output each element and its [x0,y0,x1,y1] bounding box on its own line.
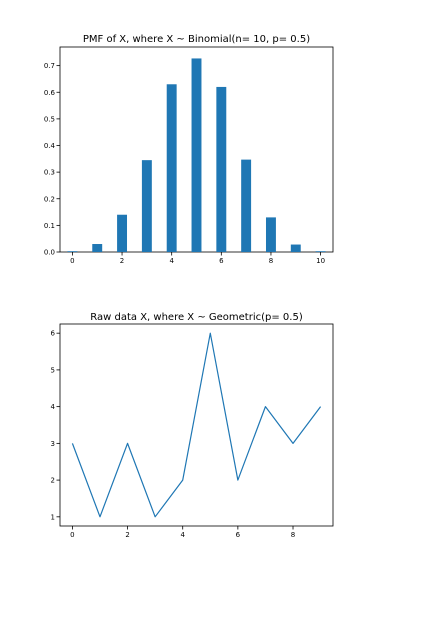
pmf-bar-2 [117,214,128,252]
geometric-chart-title: Raw data X, where X ~ Geometric(p= 0.5) [90,312,303,323]
geometric-y-tick-label: 5 [51,366,55,374]
geometric-chart-series [71,332,322,518]
pmf-bar-1 [92,244,103,252]
pmf-y-tick-label: 0.0 [44,249,55,257]
pmf-bar-0 [67,251,78,252]
pmf-chart-bars [67,58,326,253]
pmf-x-tick-label: 10 [316,257,325,265]
pmf-y-tick-label: 0.2 [44,195,55,203]
pmf-bar-9 [290,244,301,252]
pmf-y-tick-label: 0.3 [44,169,55,177]
pmf-bar-7 [241,159,252,252]
geometric-y-tick-label: 4 [51,403,56,411]
pmf-chart: PMF of X, where X ~ Binomial(n= 10, p= 0… [44,34,334,265]
geometric-y-tick-label: 6 [51,330,56,338]
pmf-bar-5 [191,58,202,252]
pmf-y-tick-label: 0.6 [44,89,56,97]
geometric-x-tick-label: 8 [291,531,295,539]
geometric-chart-axes-frame [59,323,334,527]
geometric-y-tick-label: 3 [51,440,55,448]
pmf-x-tick-label: 4 [169,257,174,265]
pmf-x-tick-label: 2 [120,257,124,265]
geometric-chart-ticks: 0 2 4 6 8 1 2 3 4 5 6 [51,330,296,539]
geometric-y-tick-label: 1 [51,513,55,521]
pmf-y-tick-label: 0.4 [44,142,56,150]
geometric-x-tick-label: 2 [125,531,129,539]
pmf-bar-10 [315,251,326,252]
pmf-y-tick-label: 0.7 [44,62,55,70]
pmf-x-tick-label: 6 [219,257,224,265]
pmf-bar-4 [166,84,177,252]
pmf-y-tick-label: 0.1 [44,222,55,230]
pmf-bar-3 [141,160,152,252]
pmf-chart-ticks: 0 2 4 6 8 10 0.0 0.1 0.2 0.3 0.4 0.5 0.6 0.7 [44,62,325,265]
geometric-x-tick-label: 4 [180,531,185,539]
geometric-series-line [71,332,322,518]
pmf-x-tick-label: 0 [70,257,74,265]
pmf-x-tick-label: 8 [269,257,273,265]
geometric-y-tick-label: 2 [51,477,55,485]
pmf-chart-title: PMF of X, where X ~ Binomial(n= 10, p= 0… [83,34,310,45]
pmf-bar-6 [216,86,227,253]
geometric-x-tick-label: 0 [70,531,74,539]
pmf-y-tick-label: 0.5 [44,115,55,123]
pmf-bar-8 [265,217,276,252]
geometric-chart: Raw data X, where X ~ Geometric(p= 0.5) … [51,312,334,539]
geometric-x-tick-label: 6 [236,531,241,539]
